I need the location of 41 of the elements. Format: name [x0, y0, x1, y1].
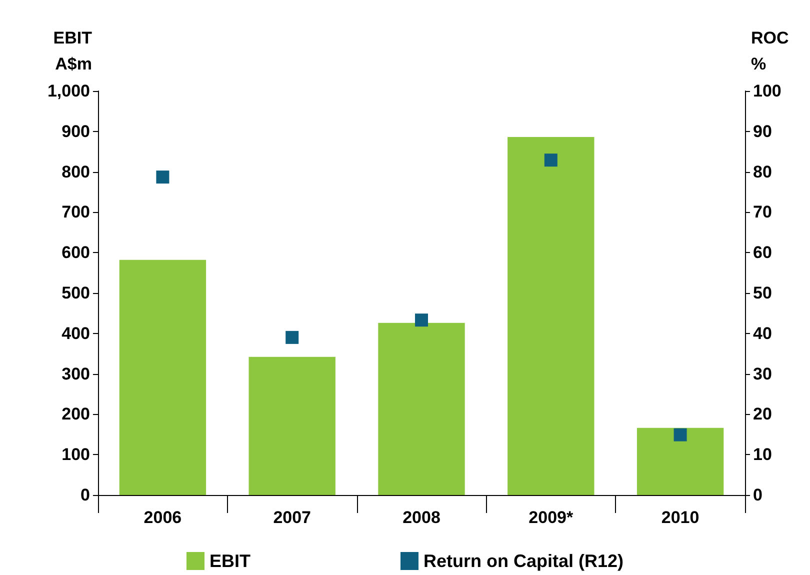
y-tick-label: 600 [62, 243, 90, 262]
x-tick-label: 2008 [402, 508, 440, 527]
bar [636, 428, 724, 495]
point [156, 170, 170, 184]
y-tick-label: 300 [62, 364, 90, 384]
point [286, 330, 299, 344]
bar [378, 322, 465, 495]
y2-tick-label: 50 [753, 284, 772, 302]
y2-tick-label: 90 [753, 122, 772, 141]
y-tick-label: 500 [62, 284, 90, 302]
y2-tick-label: 70 [753, 202, 772, 222]
y-tick-label: 900 [62, 122, 90, 141]
y-tick-label: 0 [80, 486, 90, 504]
legend-label: Return on Capital (R12) [423, 551, 624, 571]
y-axis-title: EBIT A$m [53, 28, 93, 74]
y2-tick-label: 100 [753, 82, 782, 100]
y2-tick-label: 10 [753, 445, 772, 464]
x-tick-label: 2006 [144, 508, 182, 527]
legend-label: EBIT [209, 551, 251, 571]
y2-tick-label: 40 [753, 324, 772, 343]
x-tick-label: 2009* [528, 508, 574, 527]
y-tick-label: 200 [62, 404, 90, 424]
y-tick-label: 100 [62, 445, 90, 464]
point [415, 314, 428, 327]
x-tick-label: 2010 [661, 508, 700, 527]
bar [508, 137, 594, 495]
y2-tick-label: 30 [753, 364, 772, 384]
y-tick-label: 700 [62, 202, 90, 222]
y2-tick-label: 20 [753, 404, 772, 424]
y2-tick-label: 0 [753, 486, 762, 504]
y-tick-label: 1,000 [47, 82, 90, 100]
x-tick-label: 2007 [273, 508, 312, 527]
y-tick-label: 800 [62, 162, 90, 182]
y-tick-label: 400 [62, 324, 90, 343]
y2-axis-title: ROC % [751, 28, 789, 74]
point [674, 428, 687, 442]
y2-tick-label: 80 [753, 162, 772, 182]
point [544, 154, 558, 167]
y2-tick-label: 60 [753, 243, 772, 262]
bar [248, 356, 336, 495]
bar [119, 260, 206, 495]
